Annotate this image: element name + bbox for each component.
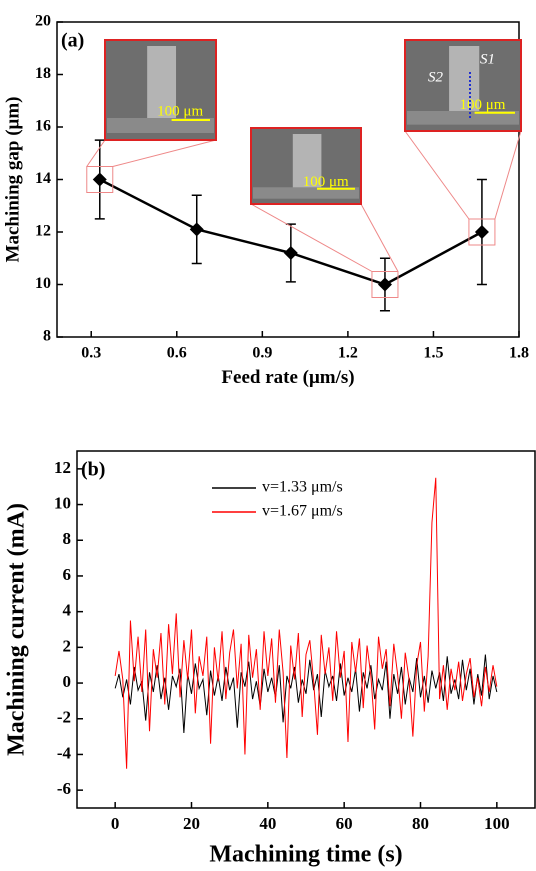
- y-tick-label: 10: [54, 493, 71, 512]
- x-axis-label: Machining time (s): [209, 842, 402, 868]
- inset-pillar: [449, 46, 480, 112]
- y-tick-label: 10: [35, 275, 51, 292]
- zoom-line: [86, 139, 217, 167]
- marker: [92, 172, 107, 187]
- inset-pillar: [147, 46, 177, 118]
- data-line: [114, 477, 498, 769]
- legend-label: v=1.67 μm/s: [262, 503, 343, 520]
- zoom-line: [404, 130, 522, 220]
- x-tick-label: 1.5: [423, 345, 443, 362]
- x-tick-label: 20: [183, 814, 200, 833]
- y-tick-label: 0: [63, 672, 72, 691]
- zoom-box: [86, 166, 114, 193]
- legend-label: v=1.33 μm/s: [262, 479, 343, 496]
- marker: [283, 246, 298, 260]
- y-tick-label: 16: [35, 118, 51, 135]
- annotation: S2: [428, 69, 444, 85]
- y-tick-label: 6: [63, 565, 72, 584]
- inset-scale-label: 100 μm: [157, 103, 203, 119]
- x-tick-label: 0.3: [81, 345, 101, 362]
- x-tick-label: 60: [336, 814, 353, 833]
- y-tick-label: 8: [43, 328, 51, 345]
- y-tick-label: -4: [57, 743, 72, 762]
- y-axis-label: Machining gap (μm): [2, 97, 23, 263]
- y-tick-label: 12: [54, 458, 71, 477]
- x-tick-label: 0.9: [252, 345, 272, 362]
- marker: [377, 277, 392, 292]
- y-tick-label: 8: [63, 529, 72, 548]
- y-tick-label: -6: [57, 779, 71, 798]
- x-tick-label: 1.2: [338, 345, 358, 362]
- panel-label: (a): [61, 30, 84, 52]
- zoom-box: [468, 218, 496, 246]
- y-tick-label: 2: [63, 636, 72, 655]
- y-tick-label: 4: [63, 601, 72, 620]
- x-axis-label: Feed rate (μm/s): [221, 367, 354, 388]
- inset-scale-label: 100 μm: [303, 174, 349, 190]
- inset-pillar: [292, 134, 322, 189]
- marker: [189, 222, 204, 237]
- zoom-box: [371, 271, 399, 298]
- inset-base: [107, 118, 214, 133]
- x-tick-label: 100: [484, 814, 510, 833]
- y-tick-label: 14: [35, 170, 51, 187]
- x-tick-label: 1.8: [509, 345, 529, 362]
- y-tick-label: 20: [35, 13, 51, 30]
- panel-label: (b): [81, 459, 105, 481]
- inset-scale-label: 100 μm: [460, 97, 506, 113]
- x-tick-label: 0.6: [167, 345, 187, 362]
- plot-frame: [76, 450, 536, 809]
- zoom-line: [250, 203, 399, 272]
- y-tick-label: 18: [35, 65, 51, 82]
- y-axis-label: Machining current (mA): [4, 503, 30, 756]
- x-tick-label: 80: [412, 814, 429, 833]
- annotation: S1: [480, 51, 495, 67]
- x-tick-label: 0: [111, 814, 120, 833]
- x-tick-label: 40: [259, 814, 276, 833]
- y-tick-label: 12: [35, 223, 51, 240]
- inset-base: [407, 110, 519, 125]
- inset-base: [253, 187, 359, 199]
- y-tick-label: -2: [57, 708, 71, 727]
- marker: [474, 225, 489, 239]
